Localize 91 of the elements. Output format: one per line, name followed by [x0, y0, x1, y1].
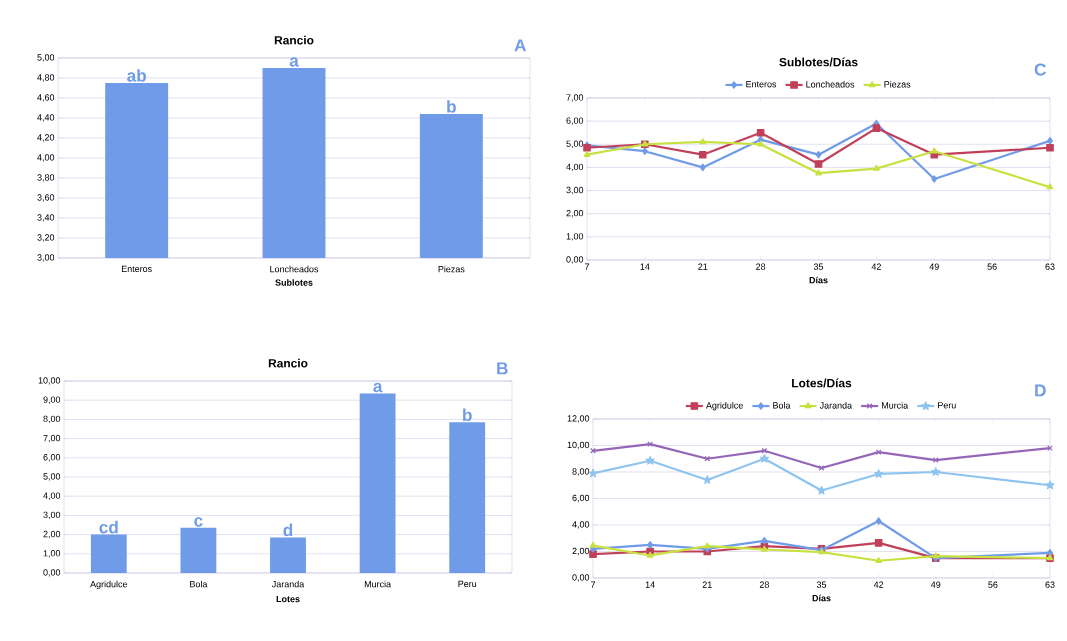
x-tick-label: Loncheados	[270, 265, 319, 273]
x-tick-label: 7	[584, 263, 590, 270]
y-tick-label: 9,00	[43, 396, 61, 404]
x-tick-label: 42	[873, 581, 884, 588]
y-tick-label: 2,00	[566, 209, 584, 218]
y-tick-label: 3,60	[37, 194, 55, 202]
x-tick-label: 7	[590, 581, 596, 588]
y-tick-label: 4,00	[43, 492, 61, 500]
chart-title: Sublotes/Días	[779, 57, 858, 67]
y-tick-label: 0,00	[43, 569, 61, 577]
y-tick-label: 2,00	[572, 547, 590, 556]
x-tick-label: 14	[640, 263, 650, 270]
x-axis-title: Sublotes	[275, 279, 313, 286]
y-tick-label: 3,00	[37, 254, 55, 262]
y-tick-label: 4,00	[566, 163, 584, 172]
chart-title: Lotes/Días	[792, 378, 852, 388]
legend-label: Bola	[773, 402, 791, 409]
annotation: c	[194, 517, 203, 527]
annotation: a	[289, 57, 299, 67]
x-axis-title: Días	[812, 594, 831, 602]
annotation: d	[283, 523, 293, 537]
x-tick-label: Bola	[190, 580, 208, 588]
x-tick-label: Jaranda	[271, 580, 305, 588]
x-tick-label: 56	[988, 581, 998, 588]
y-tick-label: 5,00	[43, 473, 61, 481]
y-tick-label: 8,00	[43, 415, 61, 424]
x-tick-label: 63	[1045, 263, 1055, 270]
y-tick-label: 3,80	[37, 174, 55, 182]
chart-title: Rancio	[268, 358, 308, 368]
y-tick-label: 4,40	[37, 114, 55, 122]
x-tick-label: 28	[759, 581, 769, 588]
legend-label: Enteros	[746, 81, 777, 88]
y-tick-label: 4,00	[37, 154, 55, 162]
text: B	[497, 362, 508, 375]
y-tick-label: 2,00	[43, 530, 61, 539]
annotation: b	[463, 408, 472, 422]
annotation: cd	[99, 520, 118, 534]
x-axis-title: Lotes	[276, 595, 300, 603]
annotation: ab	[127, 69, 147, 82]
y-tick-label: 4,20	[37, 134, 55, 142]
annotation: a	[373, 382, 383, 393]
y-tick-label: 5,00	[37, 54, 55, 62]
text: D	[1035, 384, 1046, 397]
x-tick-label: 49	[929, 263, 939, 270]
x-tick-label: Agridulce	[90, 580, 128, 590]
y-tick-label: 0,00	[572, 574, 590, 582]
x-tick-label: 21	[698, 263, 708, 270]
x-tick-label: Murcia	[364, 580, 392, 588]
y-tick-label: 3,00	[566, 186, 584, 195]
x-tick-label: 49	[930, 581, 941, 588]
y-tick-label: 7,00	[43, 434, 61, 443]
y-tick-label: 8,00	[572, 468, 590, 476]
annotation: b	[447, 100, 456, 113]
text: A	[514, 39, 527, 52]
y-tick-label: 10,00	[38, 377, 61, 385]
y-tick-label: 4,60	[37, 94, 55, 102]
y-tick-label: 12,00	[567, 415, 590, 423]
y-tick-label: 6,00	[572, 494, 590, 503]
legend-label: Peru	[938, 402, 956, 409]
y-tick-label: 1,00	[566, 233, 584, 241]
legend-label: Jaranda	[819, 402, 853, 409]
legend-label: Loncheados	[806, 80, 855, 88]
y-tick-label: 6,00	[566, 117, 584, 125]
x-tick-label: 28	[756, 263, 766, 270]
x-tick-label: 63	[1045, 581, 1055, 588]
y-tick-label: 6,00	[43, 454, 61, 462]
x-tick-label: 35	[813, 263, 824, 270]
x-tick-label: 14	[645, 581, 655, 588]
y-tick-label: 5,00	[566, 140, 584, 148]
x-tick-label: 35	[816, 581, 827, 588]
text: C	[1034, 63, 1047, 76]
y-tick-label: 3,40	[37, 214, 55, 222]
x-tick-label: 21	[702, 581, 712, 588]
y-tick-label: 7,00	[566, 94, 584, 102]
chart-title: Rancio	[274, 35, 314, 45]
legend-label: Murcia	[881, 402, 909, 409]
x-tick-label: 56	[987, 263, 997, 270]
x-tick-label: Peru	[458, 580, 477, 588]
y-tick-label: 10,00	[567, 441, 590, 450]
x-axis-title: Días	[809, 276, 828, 284]
y-tick-label: 4,00	[572, 521, 590, 529]
y-tick-label: 1,00	[43, 550, 61, 558]
legend-label: Agridulce	[705, 402, 743, 411]
legend-label: Piezas	[884, 80, 911, 88]
y-tick-label: 4,80	[37, 74, 55, 82]
y-tick-label: 0,00	[566, 256, 584, 264]
x-tick-label: Piezas	[438, 265, 465, 273]
y-tick-label: 3,20	[37, 234, 55, 242]
x-tick-label: Enteros	[121, 265, 152, 273]
y-tick-label: 3,00	[43, 511, 61, 520]
x-tick-label: 42	[871, 263, 881, 270]
